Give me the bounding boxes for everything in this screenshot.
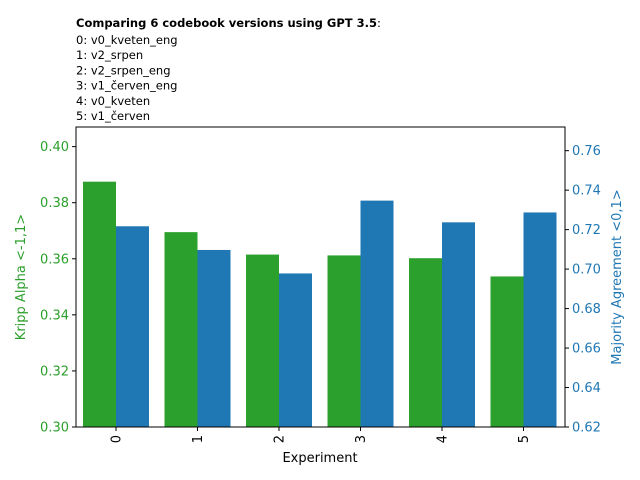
x-tick-label: 5 xyxy=(517,435,532,443)
right-tick-label: 0.70 xyxy=(572,263,601,278)
right-axis-label: Majority Agreement <0,1> xyxy=(610,189,625,364)
right-tick-label: 0.76 xyxy=(572,144,601,159)
bar-kripp-alpha xyxy=(164,232,198,427)
x-tick-label: 4 xyxy=(436,435,451,443)
chart-title: Comparing 6 codebook versions using GPT … xyxy=(76,16,381,30)
codebook-line: 2: v2_srpen_eng xyxy=(76,63,171,77)
x-tick-label: 0 xyxy=(110,435,125,443)
bar-majority-agreement xyxy=(197,249,231,427)
right-tick-label: 0.74 xyxy=(572,184,601,199)
bar-kripp-alpha xyxy=(246,254,279,427)
bar-majority-agreement xyxy=(360,200,394,427)
left-tick-label: 0.32 xyxy=(40,364,69,379)
right-tick-label: 0.72 xyxy=(572,223,601,238)
bar-kripp-alpha xyxy=(490,276,524,427)
axes: 0.30 0.32 0.34 0.36 0.38 0.40 0.62 0.64 0.66 0.68… xyxy=(40,140,601,443)
codebook-line: 4: v0_kveten xyxy=(76,94,150,108)
x-tick-label: 1 xyxy=(191,435,206,443)
bar-majority-agreement xyxy=(279,273,312,427)
left-tick-label: 0.30 xyxy=(40,421,69,436)
codebook-line: 1: v2_srpen xyxy=(76,48,143,62)
codebook-line: 5: v1_červen xyxy=(76,109,150,123)
chart-header: Comparing 6 codebook versions using GPT … xyxy=(76,16,381,123)
chart-title-suffix: : xyxy=(377,16,381,30)
codebook-line: 0: v0_kveten_eng xyxy=(76,33,178,47)
bar-kripp-alpha xyxy=(83,181,116,427)
left-tick-label: 0.36 xyxy=(40,252,69,267)
left-axis-label: Kripp Alpha <-1,1> xyxy=(14,214,29,340)
x-axis-label: Experiment xyxy=(282,451,357,466)
right-tick-label: 0.68 xyxy=(572,302,601,317)
plot-frame xyxy=(75,126,566,428)
codebook-line: 3: v1_červen_eng xyxy=(76,79,177,93)
bar-kripp-alpha xyxy=(409,258,442,427)
left-tick-label: 0.34 xyxy=(40,308,69,323)
left-tick-label: 0.40 xyxy=(40,140,69,155)
right-tick-label: 0.64 xyxy=(572,381,601,396)
chart-title-bold: Comparing 6 codebook versions using GPT … xyxy=(76,16,377,30)
right-tick-label: 0.62 xyxy=(572,421,601,436)
bar-majority-agreement xyxy=(442,222,475,427)
right-tick-label: 0.66 xyxy=(572,342,601,357)
x-tick-label: 2 xyxy=(273,435,288,443)
bar-majority-agreement xyxy=(523,212,557,427)
x-tick-label: 3 xyxy=(354,435,369,443)
bar-majority-agreement xyxy=(116,226,149,427)
left-tick-label: 0.38 xyxy=(40,196,69,211)
bars xyxy=(83,181,557,427)
bar-kripp-alpha xyxy=(327,255,361,427)
